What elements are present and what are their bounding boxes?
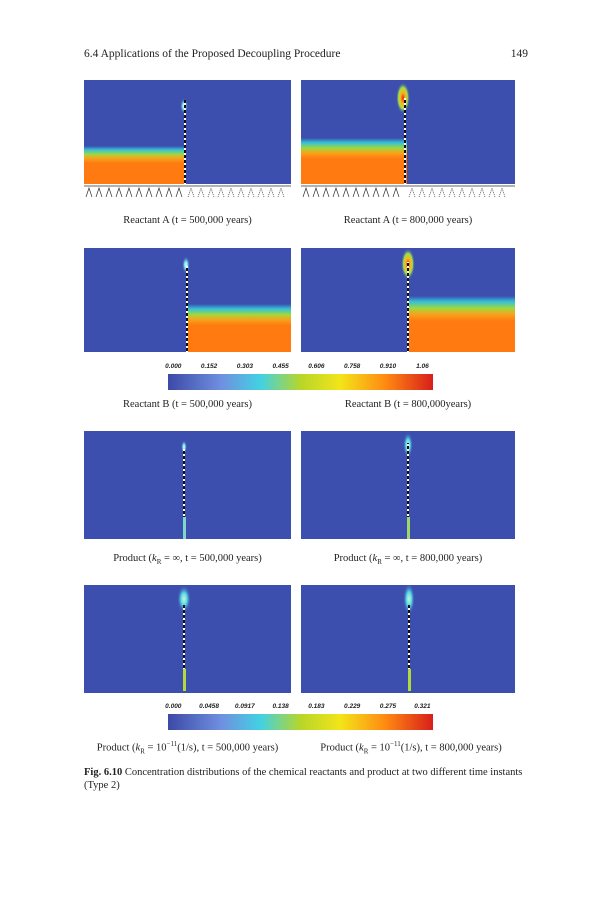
colorbar-reactant-ticks: 0.000 0.152 0.303 0.455 0.606 0.758 0.91… bbox=[165, 363, 433, 373]
colorbar-tick: 0.000 bbox=[165, 363, 182, 370]
page-number: 149 bbox=[510, 48, 528, 60]
colorbar-tick: 0.910 bbox=[379, 363, 397, 370]
colorbar-tick: 0.303 bbox=[236, 363, 253, 370]
caption-reactant-b-500k: Reactant B (t = 500,000 years) bbox=[123, 399, 252, 410]
caption-reactant-a-500k: Reactant A (t = 500,000 years) bbox=[123, 215, 252, 226]
figure-label: Fig. 6.10 bbox=[84, 767, 123, 778]
reactant-a-500k-panel bbox=[84, 80, 291, 200]
colorbar-tick: 1.06 bbox=[416, 363, 429, 370]
colorbar-tick: 0.275 bbox=[379, 703, 397, 710]
product-kinf-500k-panel bbox=[84, 431, 291, 539]
reactant-b-800k-panel bbox=[301, 248, 515, 352]
colorbar-reactant: 0.000 0.152 0.303 0.455 0.606 0.758 0.91… bbox=[165, 363, 433, 391]
figure-caption: Fig. 6.10 Concentration distributions of… bbox=[84, 766, 528, 792]
caption-reactant-a-800k: Reactant A (t = 800,000 years) bbox=[343, 215, 473, 226]
colorbar-tick: 0.0458 bbox=[199, 703, 220, 710]
colorbar-tick: 0.606 bbox=[308, 363, 325, 370]
colorbar-product-gradient bbox=[168, 714, 433, 730]
running-head: 6.4 Applications of the Proposed Decoupl… bbox=[84, 48, 528, 64]
caption-product-kinf-800k: Product (kR = ∞, t = 800,000 years) bbox=[333, 553, 483, 567]
caption-product-k1e-11-500k: Product (kR = 10−11(1/s), t = 500,000 ye… bbox=[96, 740, 279, 756]
caption-reactant-b-800k: Reactant B (t = 800,000years) bbox=[344, 399, 472, 410]
colorbar-reactant-gradient bbox=[168, 374, 433, 390]
caption-product-kinf-500k: Product (kR = ∞, t = 500,000 years) bbox=[113, 553, 262, 567]
colorbar-product-ticks: 0.000 0.0458 0.0917 0.138 0.183 0.229 0.… bbox=[165, 703, 433, 713]
product-k1e-11-500k-panel bbox=[84, 585, 291, 693]
colorbar-tick: 0.152 bbox=[200, 363, 218, 370]
colorbar-product: 0.000 0.0458 0.0917 0.138 0.183 0.229 0.… bbox=[165, 703, 433, 731]
colorbar-tick: 0.321 bbox=[414, 703, 431, 710]
colorbar-tick: 0.183 bbox=[308, 703, 325, 710]
colorbar-tick: 0.229 bbox=[344, 703, 361, 710]
product-k1e-11-800k-panel bbox=[301, 585, 515, 693]
colorbar-tick: 0.758 bbox=[344, 363, 361, 370]
colorbar-tick: 0.000 bbox=[165, 703, 182, 710]
colorbar-tick: 0.0917 bbox=[234, 703, 255, 710]
caption-product-k1e-11-800k: Product (kR = 10−11(1/s), t = 800,000 ye… bbox=[320, 740, 502, 756]
colorbar-tick: 0.138 bbox=[272, 703, 289, 710]
figure-caption-text: Concentration distributions of the chemi… bbox=[84, 767, 523, 791]
reactant-b-500k-panel bbox=[84, 248, 291, 352]
product-kinf-800k-panel bbox=[301, 431, 515, 539]
section-title: 6.4 Applications of the Proposed Decoupl… bbox=[84, 48, 341, 60]
colorbar-tick: 0.455 bbox=[272, 363, 289, 370]
reactant-a-800k-panel bbox=[301, 80, 515, 200]
